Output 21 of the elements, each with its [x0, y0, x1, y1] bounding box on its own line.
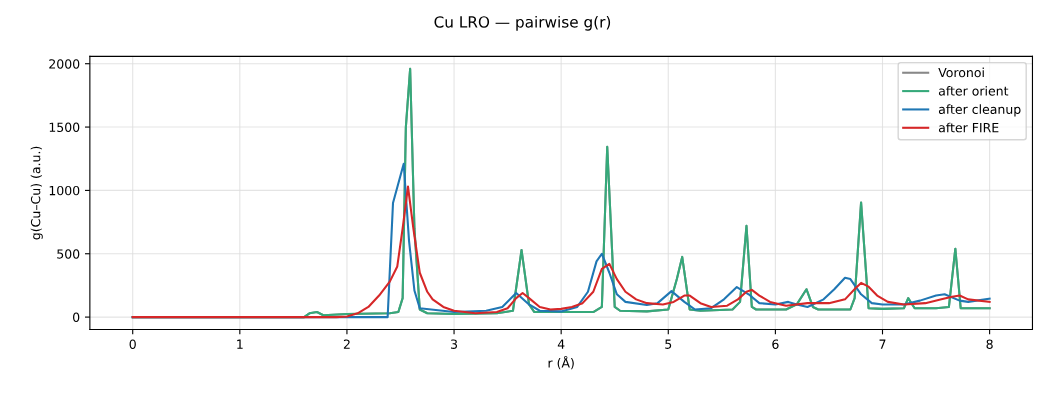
- x-tick-label: 0: [129, 339, 136, 349]
- x-tick-label: 4: [557, 339, 565, 349]
- chart-title: Cu LRO — pairwise g(r): [434, 15, 611, 31]
- x-axis-title: r (Å): [548, 355, 574, 370]
- legend-label: Voronoi: [938, 67, 984, 78]
- x-tick-label: 5: [665, 339, 672, 349]
- y-tick-label: 1000: [49, 185, 80, 196]
- x-tick-label: 1: [237, 339, 243, 349]
- x-tick-label: 3: [451, 339, 458, 349]
- y-tick-label: 1500: [49, 122, 80, 132]
- legend-label: after orient: [938, 85, 1009, 96]
- x-tick-label: 8: [986, 339, 993, 349]
- y-tick-label: 2000: [49, 59, 80, 69]
- legend-label: after cleanup: [938, 104, 1021, 117]
- x-tick-label: 7: [879, 339, 886, 349]
- y-tick-label: 0: [73, 312, 80, 323]
- x-tick-label: 2: [343, 339, 350, 349]
- y-axis-title: g(Cu–Cu) (a.u.): [30, 146, 43, 240]
- x-tick-label: 6: [772, 339, 779, 349]
- y-tick-label: 500: [57, 249, 80, 259]
- legend-label: after FIRE: [938, 122, 999, 133]
